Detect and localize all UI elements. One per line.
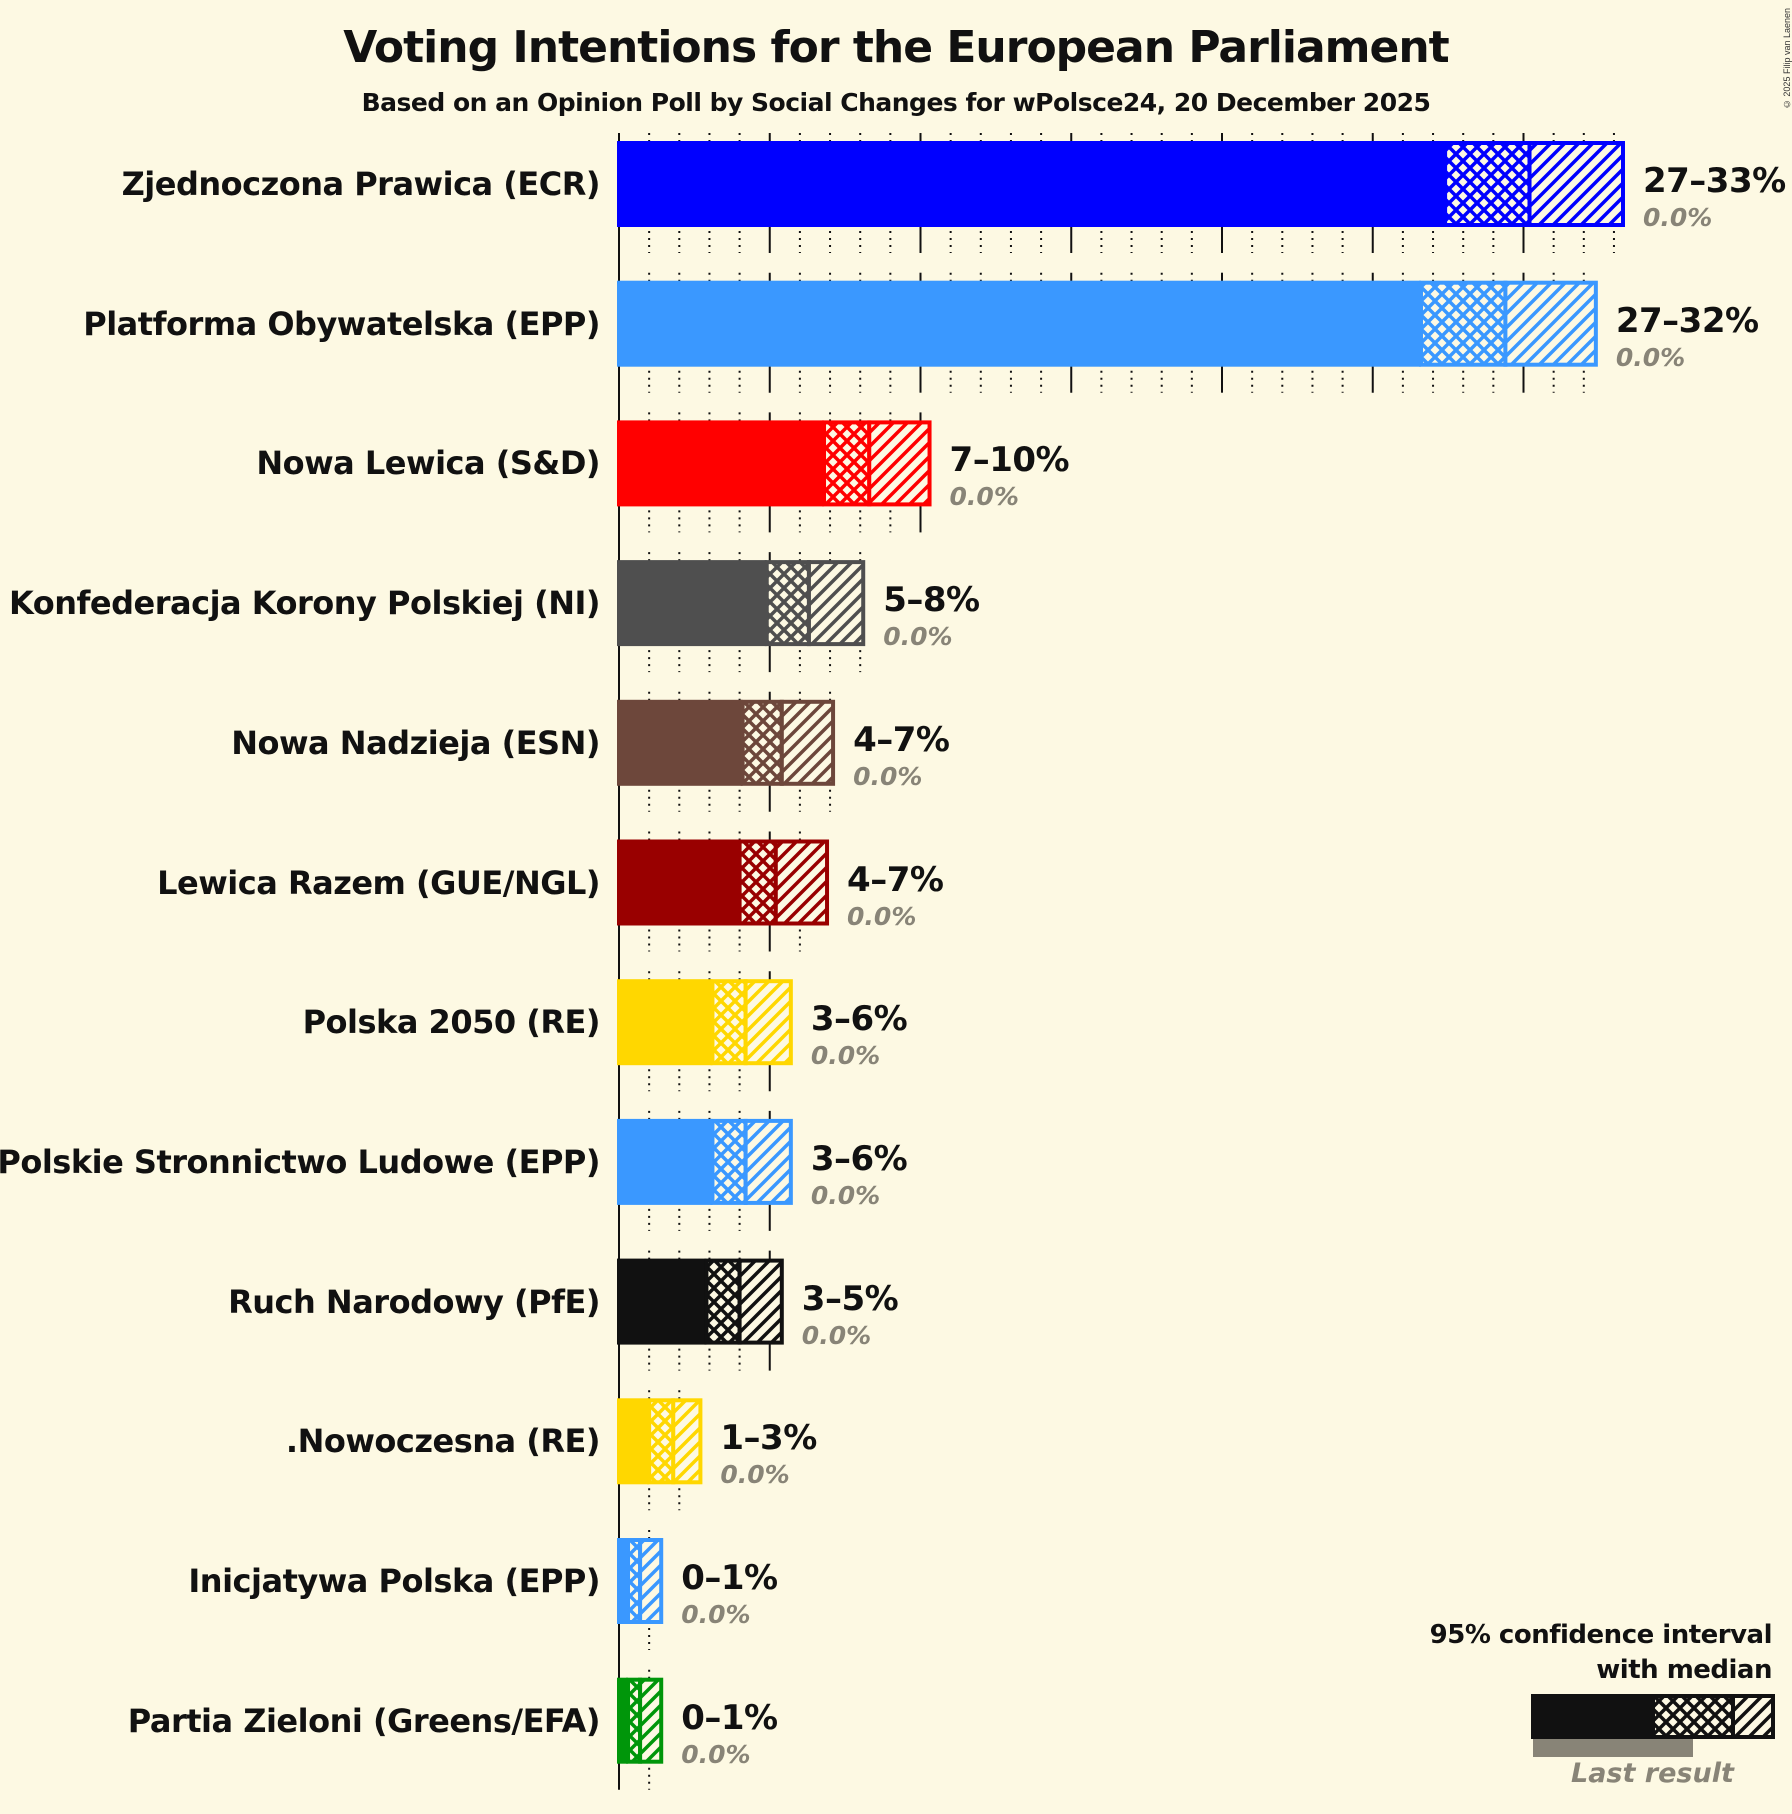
range-label: 5–8% xyxy=(883,580,980,621)
last-result-label: 0.0% xyxy=(810,1041,881,1071)
legend-line-2: with median xyxy=(1596,1655,1772,1685)
bar-ci-upper xyxy=(1527,141,1625,227)
range-label: 0–1% xyxy=(681,1558,778,1598)
bar-group xyxy=(617,420,932,507)
range-label: 27–32% xyxy=(1615,300,1759,341)
bar-ci-upper xyxy=(743,979,793,1066)
bar-ci-lower xyxy=(710,1118,748,1205)
range-label: 4–7% xyxy=(847,859,944,900)
bar-group xyxy=(617,1118,793,1205)
bar-solid xyxy=(617,839,740,926)
last-result-label: 0.0% xyxy=(801,1320,872,1350)
last-result-label: 0.0% xyxy=(1642,203,1713,232)
bar-ci-lower xyxy=(1443,141,1532,227)
legend-swatch xyxy=(1531,1694,1775,1757)
party-label: Lewica Razem (GUE/NGL) xyxy=(157,863,600,902)
gridlines xyxy=(618,133,1615,1790)
party-label: Partia Zieloni (Greens/EFA) xyxy=(127,1701,601,1740)
legend-ci-upper xyxy=(1731,1694,1775,1739)
legend-solid xyxy=(1531,1694,1653,1739)
party-label: Polska 2050 (RE) xyxy=(302,1003,601,1042)
bar-group xyxy=(617,839,830,926)
bar-ci-lower xyxy=(704,1258,742,1345)
bar-ci-upper xyxy=(638,1538,664,1624)
bar-group xyxy=(617,979,793,1066)
party-label: Ruch Narodowy (PfE) xyxy=(228,1282,600,1321)
range-label: 3–6% xyxy=(810,999,908,1040)
bar-solid xyxy=(617,560,767,647)
party-label: Inicjatywa Polska (EPP) xyxy=(188,1562,600,1600)
bar-group xyxy=(617,1677,664,1764)
range-label: 27–33% xyxy=(1642,161,1786,201)
bar-solid xyxy=(617,1258,707,1345)
range-label: 4–7% xyxy=(853,719,950,760)
bar-ci-lower xyxy=(737,839,778,926)
bar-ci-lower xyxy=(764,560,811,647)
party-label: Konfederacja Korony Polskiej (NI) xyxy=(9,584,601,623)
range-label: 7–10% xyxy=(949,440,1070,481)
bar-ci-lower xyxy=(1418,280,1508,367)
bar-group xyxy=(617,1398,703,1485)
bar-solid xyxy=(617,1398,650,1485)
legend-last-result-label: Last result xyxy=(1571,1758,1734,1789)
bar-group xyxy=(617,699,836,786)
range-label: 3–5% xyxy=(801,1278,899,1319)
last-result-label: 0.0% xyxy=(681,1739,751,1769)
bar-solid xyxy=(617,280,1421,367)
bar-group xyxy=(617,280,1598,367)
bar-group xyxy=(617,141,1625,227)
bar-solid xyxy=(617,420,825,507)
party-label: Nowa Lewica (S&D) xyxy=(256,444,600,483)
legend-last-result-bar xyxy=(1533,1739,1693,1757)
last-result-label: 0.0% xyxy=(1615,342,1686,372)
bar-group xyxy=(617,560,866,647)
range-label: 3–6% xyxy=(810,1138,908,1179)
bar-ci-lower xyxy=(740,699,784,786)
bar-solid xyxy=(617,1118,713,1205)
last-result-label: 0.0% xyxy=(720,1460,790,1490)
last-result-label: 0.0% xyxy=(681,1600,751,1629)
last-result-label: 0.0% xyxy=(883,622,953,652)
bar-solid xyxy=(617,699,743,786)
range-label: 1–3% xyxy=(720,1418,817,1459)
chart-title: Voting Intentions for the European Parli… xyxy=(343,22,1449,73)
party-label: .Nowoczesna (RE) xyxy=(285,1422,601,1461)
party-label: Nowa Nadzieja (ESN) xyxy=(231,723,600,762)
bar-ci-lower xyxy=(822,420,872,507)
bar-ci-lower xyxy=(710,979,748,1066)
party-label: Polskie Stronnictwo Ludowe (EPP) xyxy=(0,1142,600,1181)
bar-group xyxy=(617,1538,664,1624)
last-result-label: 0.0% xyxy=(810,1180,881,1210)
bar-ci-upper xyxy=(806,560,866,647)
last-result-label: 0.0% xyxy=(853,761,923,791)
bars xyxy=(617,141,1625,1764)
party-label: Zjednoczona Prawica (ECR) xyxy=(121,165,601,203)
party-label: Platforma Obywatelska (EPP) xyxy=(83,304,600,343)
bar-ci-upper xyxy=(867,420,932,507)
bar-ci-upper xyxy=(671,1398,703,1485)
last-result-label: 0.0% xyxy=(847,901,917,931)
last-result-label: 0.0% xyxy=(949,482,1019,512)
bar-ci-upper xyxy=(638,1677,664,1764)
bar-ci-upper xyxy=(737,1258,784,1345)
bar-ci-upper xyxy=(1503,280,1598,367)
bar-ci-upper xyxy=(743,1118,793,1205)
bar-ci-lower xyxy=(647,1398,676,1485)
legend-line-1: 95% confidence interval xyxy=(1429,1620,1773,1650)
bar-solid xyxy=(617,979,713,1066)
bar-ci-upper xyxy=(779,699,836,786)
bar-group xyxy=(617,1258,784,1345)
bar-ci-upper xyxy=(773,839,830,926)
bar-solid xyxy=(617,1538,629,1624)
legend-ci-lower xyxy=(1651,1694,1735,1739)
chart-subtitle: Based on an Opinion Poll by Social Chang… xyxy=(361,88,1431,117)
bar-solid xyxy=(617,1677,629,1764)
bar-solid xyxy=(617,141,1446,227)
legend-title: 95% confidence interval with median xyxy=(1429,1618,1773,1688)
range-label: 0–1% xyxy=(681,1697,778,1738)
